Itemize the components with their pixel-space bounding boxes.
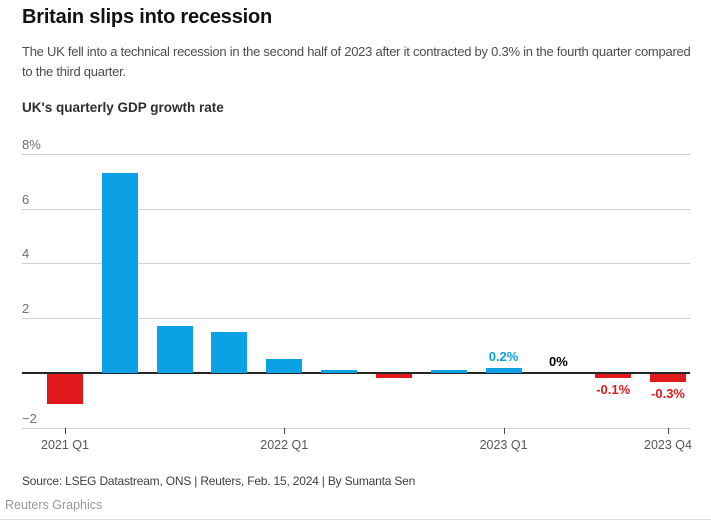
y-axis-label: −2	[22, 410, 37, 426]
bar-value-label: 0%	[548, 354, 568, 369]
y-axis-label: 8%	[22, 136, 41, 152]
page-title: Britain slips into recession	[22, 6, 273, 28]
x-axis-label: 2022 Q1	[260, 438, 309, 452]
y-axis-label: 4	[22, 246, 30, 262]
x-axis-tick	[503, 428, 505, 434]
x-axis-label: 2023 Q4	[644, 438, 692, 452]
gdp-bar	[321, 369, 358, 373]
gdp-bar	[375, 374, 412, 378]
zero-axis-line	[22, 372, 690, 374]
subtitle: The UK fell into a technical recession i…	[22, 44, 691, 79]
x-axis-tick	[284, 428, 286, 434]
y-gridline	[22, 427, 690, 429]
bar-value-label: 0.2%	[488, 348, 519, 364]
y-gridline	[22, 208, 690, 210]
gdp-bar	[101, 172, 138, 373]
chart-title: UK's quarterly GDP growth rate	[22, 100, 224, 115]
x-axis-tick	[65, 428, 66, 434]
gdp-bar	[156, 326, 193, 373]
gdp-bar	[47, 374, 83, 405]
x-axis-tick	[668, 428, 670, 434]
x-axis-label: 2023 Q1	[479, 438, 528, 452]
bar-value-label: -0.1%	[596, 381, 631, 397]
gdp-bar	[211, 331, 248, 373]
y-axis-label: 2	[22, 301, 30, 317]
gdp-bar	[595, 374, 632, 378]
source-line: Source: LSEG Datastream, ONS | Reuters, …	[22, 474, 416, 488]
gdp-bar	[430, 369, 467, 373]
y-axis-label: 6	[22, 191, 30, 207]
y-gridline	[22, 318, 690, 320]
y-gridline	[22, 153, 690, 155]
x-axis-label: 2021 Q1	[41, 438, 89, 452]
gdp-bar	[485, 367, 522, 373]
gdp-bar	[266, 359, 303, 373]
bar-value-label: -0.3%	[651, 386, 685, 402]
gdp-bar	[650, 374, 687, 383]
y-gridline	[22, 263, 690, 265]
reuters-graphics-credit: Reuters Graphics	[5, 498, 103, 512]
